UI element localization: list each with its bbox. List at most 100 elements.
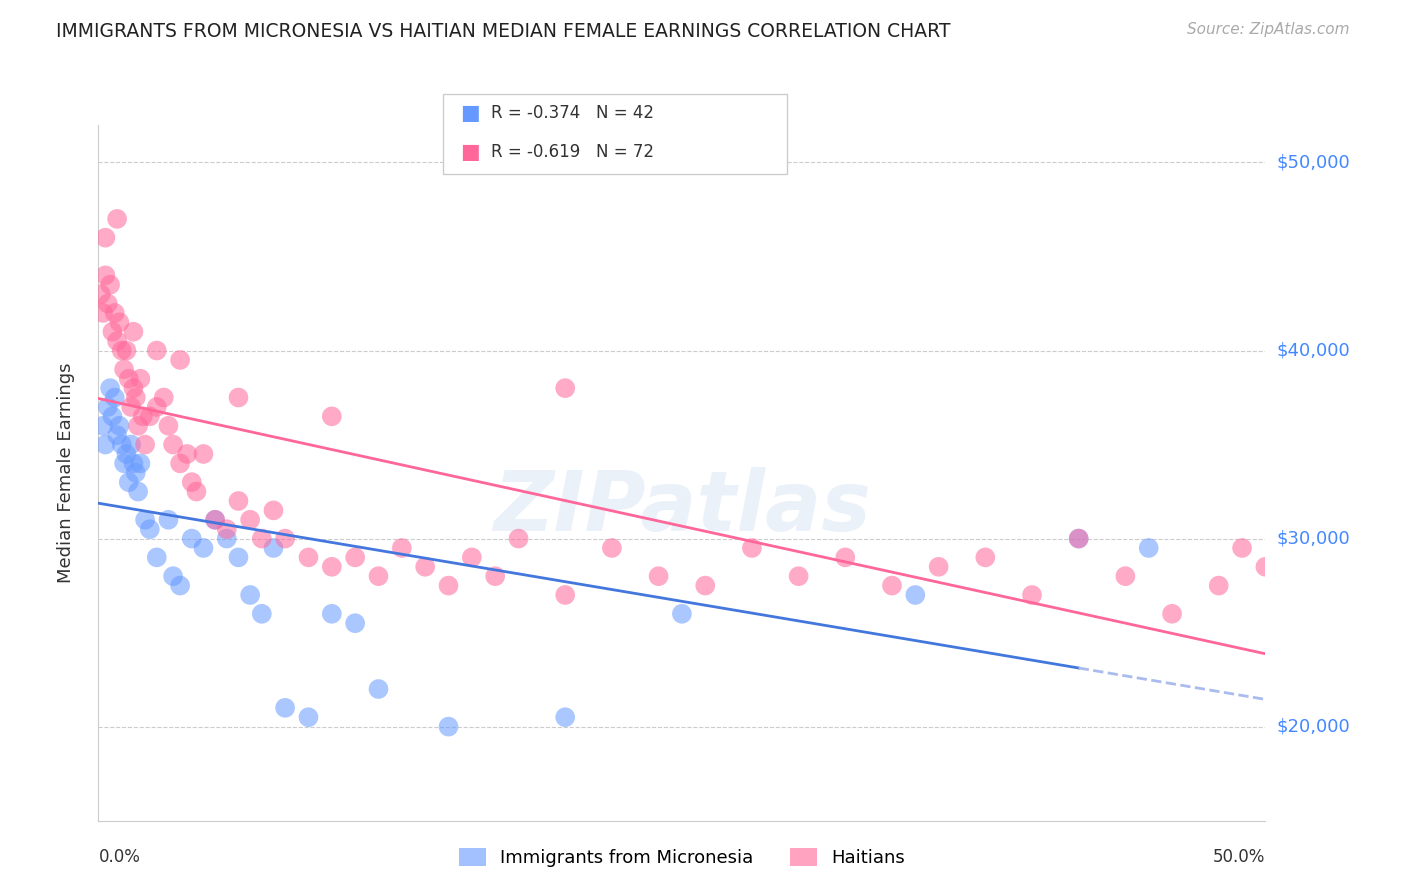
Point: [554, 710, 576, 724]
Point: [215, 522, 238, 536]
Point: [91, 418, 114, 433]
Point: [157, 513, 180, 527]
Point: [787, 569, 810, 583]
Point: [108, 418, 131, 433]
Point: [215, 532, 238, 546]
Point: [321, 559, 343, 574]
Point: [600, 541, 623, 555]
Point: [125, 466, 148, 480]
Point: [146, 343, 169, 358]
Point: [111, 343, 134, 358]
Point: [204, 513, 226, 527]
Point: [1067, 532, 1090, 546]
Point: [105, 334, 128, 348]
Point: [1208, 578, 1230, 592]
Text: 50.0%: 50.0%: [1213, 848, 1265, 866]
Point: [1021, 588, 1043, 602]
Point: [262, 503, 284, 517]
Point: [437, 578, 460, 592]
Point: [162, 437, 184, 451]
Point: [125, 391, 148, 405]
Point: [139, 522, 162, 536]
Point: [94, 268, 117, 283]
Point: [228, 391, 250, 405]
Point: [97, 400, 120, 414]
Point: [321, 607, 343, 621]
Point: [741, 541, 763, 555]
Point: [132, 409, 155, 424]
Point: [344, 550, 367, 565]
Point: [904, 588, 927, 602]
Point: [162, 569, 184, 583]
Point: [127, 418, 149, 433]
Point: [98, 381, 121, 395]
Point: [367, 569, 389, 583]
Text: $40,000: $40,000: [1277, 342, 1350, 359]
Point: [90, 287, 112, 301]
Point: [508, 532, 530, 546]
Point: [484, 569, 506, 583]
Point: [169, 353, 191, 368]
Point: [101, 409, 124, 424]
Text: ■: ■: [460, 142, 479, 161]
Point: [104, 391, 127, 405]
Point: [1114, 569, 1136, 583]
Point: [98, 277, 121, 292]
Point: [105, 428, 128, 442]
Point: [120, 400, 142, 414]
Point: [239, 588, 262, 602]
Point: [461, 550, 484, 565]
Point: [169, 456, 191, 470]
Point: [122, 456, 145, 470]
Point: [115, 447, 138, 461]
Point: [152, 391, 174, 405]
Point: [122, 381, 145, 395]
Point: [94, 230, 117, 244]
Point: [928, 559, 950, 574]
Point: [1254, 559, 1277, 574]
Point: [91, 306, 114, 320]
Point: [108, 315, 131, 329]
Point: [97, 296, 120, 310]
Point: [1230, 541, 1253, 555]
Point: [204, 513, 226, 527]
Text: ■: ■: [460, 103, 479, 123]
Point: [344, 616, 367, 631]
Text: R = -0.619   N = 72: R = -0.619 N = 72: [491, 143, 654, 161]
Text: R = -0.374   N = 42: R = -0.374 N = 42: [491, 104, 654, 122]
Point: [250, 532, 273, 546]
Point: [111, 437, 134, 451]
Point: [834, 550, 856, 565]
Point: [1161, 607, 1184, 621]
Point: [274, 701, 297, 715]
Point: [169, 578, 191, 592]
Point: [118, 475, 141, 490]
Point: [274, 532, 297, 546]
Text: ZIPatlas: ZIPatlas: [494, 467, 870, 548]
Point: [239, 513, 262, 527]
Text: 0.0%: 0.0%: [98, 848, 141, 866]
Legend: Immigrants from Micronesia, Haitians: Immigrants from Micronesia, Haitians: [451, 840, 912, 874]
Point: [134, 513, 156, 527]
Text: $50,000: $50,000: [1277, 153, 1350, 171]
Point: [120, 437, 142, 451]
Point: [112, 456, 135, 470]
Point: [880, 578, 903, 592]
Point: [134, 437, 156, 451]
Point: [413, 559, 436, 574]
Point: [647, 569, 669, 583]
Point: [1067, 532, 1090, 546]
Point: [297, 710, 319, 724]
Point: [262, 541, 284, 555]
Text: $20,000: $20,000: [1277, 718, 1350, 736]
Point: [104, 306, 127, 320]
Point: [129, 372, 152, 386]
Y-axis label: Median Female Earnings: Median Female Earnings: [56, 362, 75, 583]
Point: [671, 607, 693, 621]
Point: [554, 381, 576, 395]
Text: Source: ZipAtlas.com: Source: ZipAtlas.com: [1187, 22, 1350, 37]
Point: [437, 720, 460, 734]
Point: [554, 588, 576, 602]
Point: [250, 607, 273, 621]
Point: [122, 325, 145, 339]
